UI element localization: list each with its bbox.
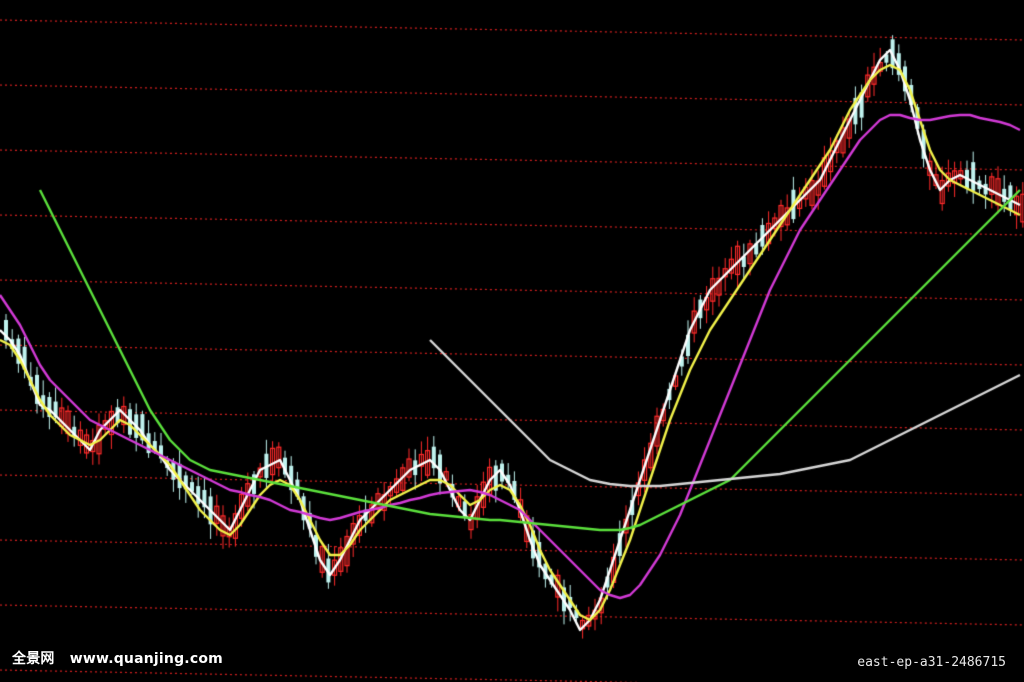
watermark-site-name: 全景网 bbox=[12, 651, 55, 667]
watermark-left: 全景网 www.quanjing.com bbox=[12, 648, 233, 668]
watermark-image-code: east-ep-a31-2486715 bbox=[857, 655, 1006, 670]
watermark-site-url: www.quanjing.com bbox=[69, 651, 223, 667]
